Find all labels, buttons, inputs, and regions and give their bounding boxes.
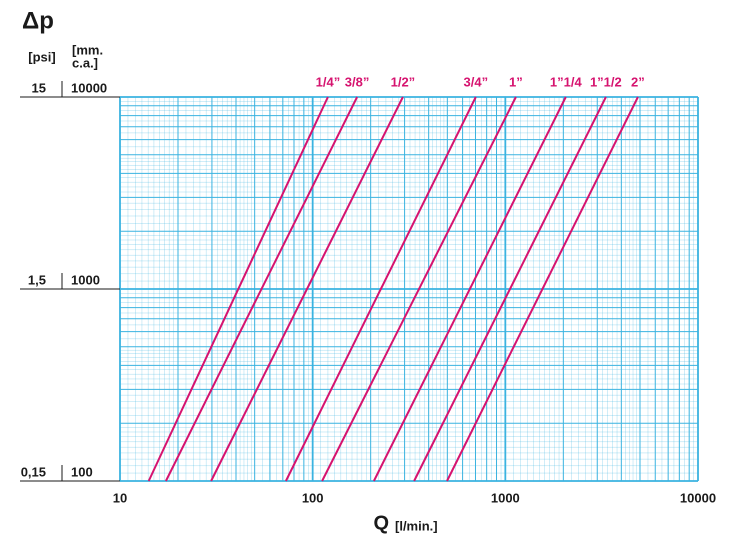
series-label: 1/2” — [391, 74, 416, 89]
series-line — [165, 96, 358, 482]
series-label: 1” — [509, 74, 523, 89]
x-tick-label: 10 — [113, 490, 127, 505]
series-label: 1”1/4 — [550, 74, 583, 89]
x-axis-unit: [l/min.] — [395, 518, 438, 533]
x-tick-label: 1000 — [491, 490, 520, 505]
y-tick-label: 1000 — [71, 272, 100, 287]
y2-tick-label: 1,5 — [28, 272, 46, 287]
y-tick-label: 100 — [71, 464, 93, 479]
x-tick-label: 10000 — [680, 490, 716, 505]
y2-axis-label: [psi] — [28, 49, 55, 64]
x-axis-label: Q — [373, 512, 389, 534]
series-line — [321, 96, 517, 482]
y-axis-label: [mm. — [72, 42, 103, 57]
series-label: 3/8” — [345, 74, 370, 89]
y2-tick-label: 15 — [32, 80, 46, 95]
series-line — [210, 96, 404, 482]
series-line — [285, 96, 477, 482]
series-line — [413, 96, 607, 482]
y2-tick-label: 0,15 — [21, 464, 46, 479]
series-line — [446, 96, 639, 482]
series-label: 3/4” — [464, 74, 489, 89]
chart-title: Δp — [22, 7, 54, 34]
series-label: 1/4” — [316, 74, 341, 89]
series-label: 1”1/2 — [590, 74, 622, 89]
x-tick-label: 100 — [302, 490, 324, 505]
series-line — [147, 96, 329, 482]
series-line — [373, 96, 567, 482]
series-label: 2” — [631, 74, 645, 89]
y-tick-label: 10000 — [71, 80, 107, 95]
y-axis-label: c.a.] — [72, 55, 98, 70]
